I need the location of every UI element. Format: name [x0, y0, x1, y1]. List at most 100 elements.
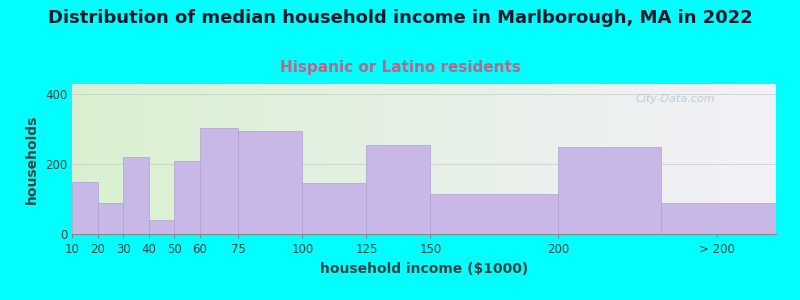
Bar [346, 84, 350, 234]
Bar [424, 84, 427, 234]
Bar [157, 84, 160, 234]
Bar [185, 84, 188, 234]
Bar [572, 84, 575, 234]
Bar [374, 84, 378, 234]
Bar [382, 84, 386, 234]
Bar [442, 84, 445, 234]
Bar [663, 84, 667, 234]
Bar [396, 84, 399, 234]
Bar [170, 84, 174, 234]
Bar [618, 84, 621, 234]
Bar [392, 84, 396, 234]
Bar [178, 84, 181, 234]
Bar [638, 84, 642, 234]
Bar [762, 84, 766, 234]
Bar [582, 84, 586, 234]
Bar [174, 84, 178, 234]
Bar [75, 84, 79, 234]
Bar [333, 84, 336, 234]
Bar [223, 84, 227, 234]
Bar [590, 84, 593, 234]
Bar [625, 84, 628, 234]
Bar [245, 84, 248, 234]
Bar [462, 84, 466, 234]
X-axis label: household income ($1000): household income ($1000) [320, 262, 528, 276]
Bar [434, 84, 438, 234]
Bar [773, 84, 776, 234]
Bar [751, 84, 755, 234]
Bar [670, 84, 674, 234]
Bar [550, 84, 554, 234]
Bar [466, 84, 470, 234]
Bar [322, 84, 326, 234]
Bar [632, 84, 635, 234]
Bar [484, 84, 487, 234]
Bar [607, 84, 610, 234]
Bar [579, 84, 582, 234]
Bar [301, 84, 304, 234]
Bar [273, 84, 276, 234]
Bar [642, 84, 646, 234]
Bar [491, 84, 494, 234]
Bar [505, 84, 509, 234]
Bar [153, 84, 157, 234]
Bar [163, 84, 167, 234]
Bar [565, 84, 568, 234]
Bar [135, 84, 139, 234]
Bar [744, 84, 748, 234]
Bar [238, 84, 241, 234]
Bar [248, 84, 251, 234]
Bar [716, 84, 720, 234]
Bar [210, 84, 213, 234]
Bar [758, 84, 762, 234]
Bar [123, 157, 149, 234]
Bar [82, 84, 86, 234]
Bar [93, 84, 97, 234]
Bar [575, 84, 579, 234]
Bar [562, 84, 565, 234]
Bar [283, 84, 286, 234]
Bar [533, 84, 537, 234]
Bar [597, 84, 600, 234]
Bar [350, 84, 354, 234]
Bar [198, 84, 202, 234]
Bar [414, 84, 417, 234]
Bar [706, 84, 709, 234]
Bar [251, 84, 255, 234]
Bar [192, 84, 195, 234]
Bar [258, 84, 262, 234]
Bar [540, 84, 544, 234]
Text: City-Data.com: City-Data.com [635, 94, 714, 104]
Bar [160, 84, 163, 234]
Bar [386, 84, 389, 234]
Text: Distribution of median household income in Marlborough, MA in 2022: Distribution of median household income … [48, 9, 752, 27]
Bar [628, 84, 632, 234]
Bar [449, 84, 452, 234]
Bar [139, 84, 142, 234]
Bar [537, 84, 540, 234]
Bar [554, 84, 558, 234]
Bar [114, 84, 118, 234]
Bar [558, 84, 562, 234]
Bar [110, 84, 114, 234]
Bar [122, 84, 125, 234]
Bar [255, 84, 258, 234]
Bar [202, 84, 206, 234]
Bar [206, 84, 210, 234]
Bar [678, 84, 681, 234]
Bar [97, 84, 100, 234]
Bar [456, 84, 459, 234]
Bar [427, 84, 431, 234]
Bar [188, 84, 192, 234]
Bar [685, 84, 688, 234]
Bar [146, 84, 150, 234]
Bar [766, 84, 769, 234]
Bar [361, 84, 364, 234]
Bar [364, 84, 368, 234]
Bar [336, 84, 339, 234]
Bar [399, 84, 403, 234]
Bar [621, 84, 625, 234]
Bar [438, 84, 442, 234]
Bar [230, 84, 234, 234]
Bar [547, 84, 550, 234]
